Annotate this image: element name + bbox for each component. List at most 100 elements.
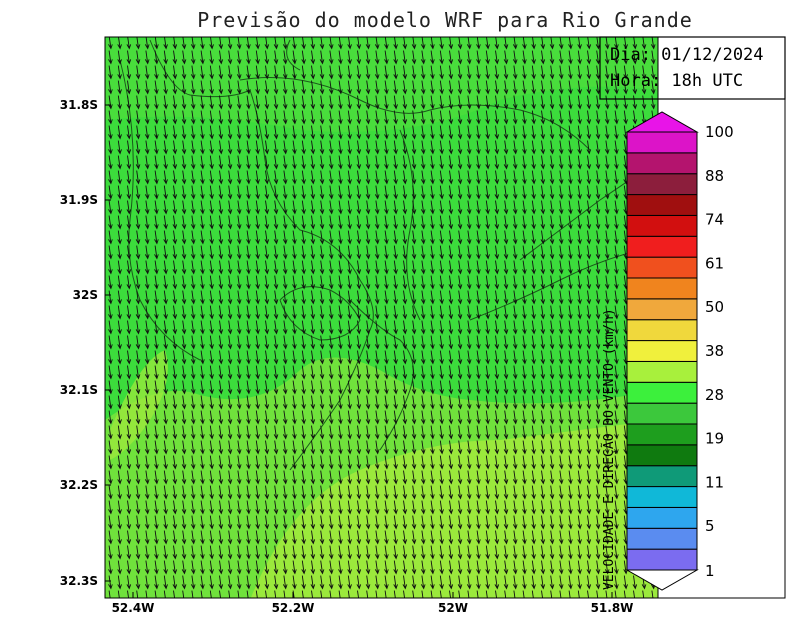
- wind-arrow: [172, 425, 178, 440]
- wind-arrow: [448, 185, 454, 200]
- wind-arrow: [503, 350, 509, 365]
- wind-arrow: [347, 155, 352, 170]
- wind-arrow: [420, 125, 426, 140]
- wind-arrow: [154, 365, 159, 380]
- wind-arrow: [448, 200, 454, 215]
- wind-arrow: [430, 350, 435, 365]
- wind-arrow: [273, 545, 279, 560]
- wind-arrow: [108, 410, 113, 425]
- wind-arrow: [485, 200, 490, 215]
- wind-arrow: [144, 410, 150, 425]
- wind-arrow: [135, 275, 141, 290]
- wind-arrow: [328, 485, 334, 500]
- wind-arrow: [126, 155, 132, 170]
- wind-arrow: [108, 140, 113, 155]
- wind-arrow: [282, 380, 288, 395]
- wind-arrow: [604, 485, 610, 500]
- wind-arrow: [512, 290, 518, 305]
- wind-arrow: [485, 440, 490, 455]
- wind-arrow: [190, 260, 196, 275]
- wind-arrow: [246, 80, 251, 95]
- wind-arrow: [236, 500, 242, 515]
- wind-arrow: [126, 530, 132, 545]
- wind-arrow: [393, 485, 398, 500]
- x-tick-label: 51.8W: [591, 601, 634, 615]
- wind-arrow: [384, 245, 389, 260]
- wind-arrow: [604, 350, 610, 365]
- wind-arrow: [430, 590, 433, 598]
- wind-arrow: [540, 485, 546, 500]
- wind-arrow: [503, 65, 509, 80]
- wind-arrow: [374, 65, 380, 80]
- wind-arrow: [236, 530, 242, 545]
- wind-arrow: [246, 65, 251, 80]
- y-tick-label: 32.2S: [60, 478, 98, 492]
- wind-arrow: [319, 80, 325, 95]
- wind-arrow: [549, 305, 555, 320]
- wind-arrow: [255, 215, 260, 230]
- wind-arrow: [466, 425, 472, 440]
- wind-arrow: [320, 590, 323, 598]
- wind-arrow: [549, 37, 555, 50]
- wind-arrow: [595, 515, 601, 530]
- wind-arrow: [190, 155, 196, 170]
- wind-arrow: [227, 365, 233, 380]
- wind-arrow: [301, 245, 306, 260]
- wind-arrow: [163, 410, 168, 425]
- wind-arrow: [135, 65, 141, 80]
- wind-arrow: [503, 530, 509, 545]
- wind-arrow: [466, 515, 472, 530]
- wind-arrow: [476, 37, 481, 50]
- wind-arrow: [476, 545, 481, 560]
- wind-arrow: [494, 455, 500, 470]
- wind-arrow: [117, 275, 122, 290]
- wind-arrow: [577, 215, 582, 230]
- wind-arrow: [485, 140, 490, 155]
- wind-arrow: [604, 215, 610, 230]
- wind-arrow: [439, 320, 444, 335]
- wind-arrow: [374, 440, 380, 455]
- wind-arrow: [595, 575, 601, 590]
- wind-arrow: [338, 320, 343, 335]
- wind-arrow: [117, 185, 122, 200]
- wind-arrow: [319, 215, 325, 230]
- wind-arrow: [163, 425, 168, 440]
- wind-arrow: [558, 80, 564, 95]
- wind-arrow: [328, 215, 334, 230]
- wind-arrow: [439, 95, 444, 110]
- wind-arrow: [338, 50, 343, 65]
- wind-arrow: [319, 455, 325, 470]
- wind-arrow: [457, 470, 463, 485]
- wind-arrow: [282, 470, 288, 485]
- wind-arrow: [154, 37, 159, 50]
- wind-arrow: [586, 320, 592, 335]
- wind-arrow: [246, 260, 251, 275]
- wind-arrow: [282, 530, 288, 545]
- wind-arrow: [494, 545, 500, 560]
- wind-arrow: [512, 485, 518, 500]
- wind-arrow: [356, 305, 362, 320]
- wind-arrow: [522, 425, 527, 440]
- wind-arrow: [503, 110, 509, 125]
- wind-arrow: [209, 37, 214, 50]
- wind-arrow: [328, 470, 334, 485]
- x-tick-label: 52.4W: [112, 601, 155, 615]
- wind-arrow: [200, 500, 205, 515]
- wind-arrow: [163, 395, 168, 410]
- wind-arrow: [558, 350, 564, 365]
- wind-arrow: [255, 320, 260, 335]
- wind-arrow: [282, 290, 288, 305]
- wind-arrow: [614, 320, 619, 335]
- wind-arrow: [448, 260, 454, 275]
- wind-arrow: [420, 230, 426, 245]
- wind-arrow: [218, 245, 224, 260]
- wind-arrow: [282, 95, 288, 110]
- wind-arrow: [384, 530, 389, 545]
- wind-arrow: [255, 80, 260, 95]
- wind-arrow: [209, 50, 214, 65]
- wind-arrow: [154, 530, 159, 545]
- wind-arrow: [356, 425, 362, 440]
- wind-arrow: [457, 425, 463, 440]
- wind-arrow: [457, 140, 463, 155]
- wind-arrow: [328, 500, 334, 515]
